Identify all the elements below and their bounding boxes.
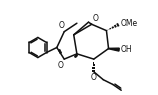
- Polygon shape: [109, 48, 119, 51]
- Text: O: O: [90, 73, 96, 82]
- Text: O: O: [58, 61, 64, 70]
- Text: O: O: [58, 21, 64, 30]
- Text: OMe: OMe: [121, 19, 138, 28]
- Text: O: O: [92, 14, 98, 23]
- Text: OH: OH: [121, 45, 132, 54]
